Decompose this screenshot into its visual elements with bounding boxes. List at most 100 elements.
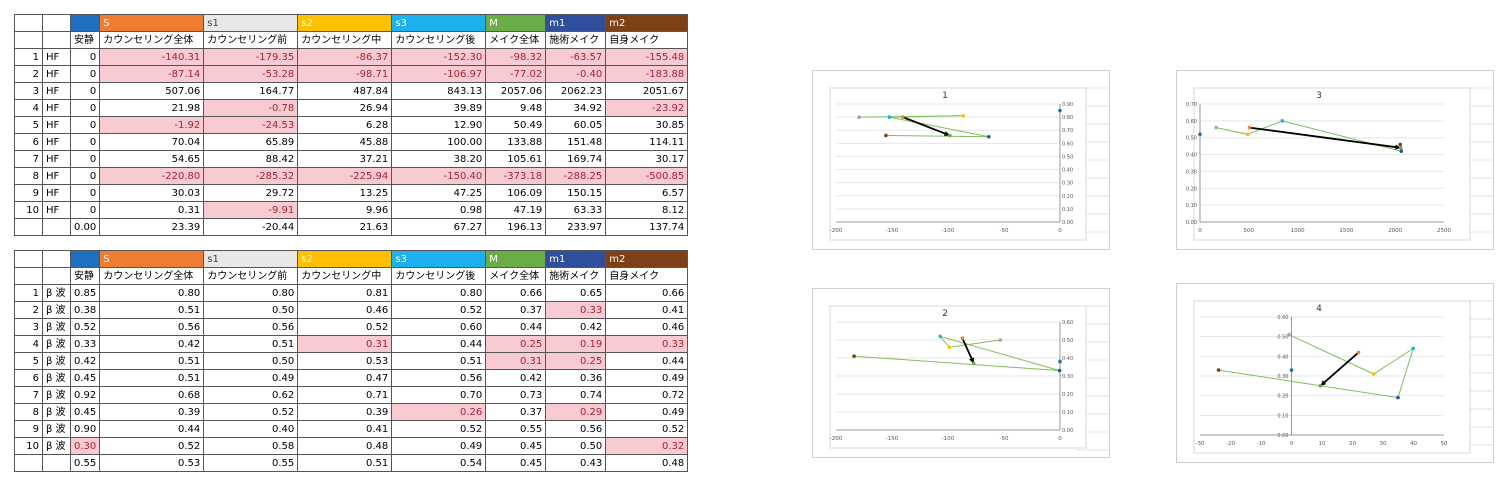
summary-cell: 0.00: [69, 218, 101, 236]
trend-arrow: [1249, 126, 1401, 149]
value-cell: 0.39: [297, 403, 393, 421]
value-cell: 106.09: [485, 184, 547, 202]
value-cell: -155.48: [605, 48, 689, 66]
y-tick-label: 0.20: [1062, 194, 1073, 200]
summary-cell: 0.48: [605, 454, 689, 472]
data-point: [884, 133, 888, 138]
data-point: [1398, 142, 1403, 147]
data-point: [971, 361, 976, 366]
y-tick-label: 0.30: [1062, 374, 1073, 380]
trend-arrow-head: [1395, 144, 1401, 150]
table-row: 5 HF 0 -1.92 -24.53 6.28 12.90 50.49 60.05 30.85: [14, 116, 689, 134]
row-label: HF: [42, 65, 71, 83]
value-cell: 39.89: [391, 99, 487, 117]
column-label: 安静: [69, 267, 101, 285]
table-row: 1 HF 0 -140.31 -179.35 -86.37 -152.30 -98.32 -63…: [14, 48, 689, 66]
value-cell: 114.11: [605, 133, 689, 151]
data-point: [1399, 149, 1404, 153]
value-cell: 0.40: [203, 420, 299, 438]
value-cell: 0.66: [605, 284, 689, 302]
x-tick-label: 50: [1441, 441, 1448, 447]
value-cell: -183.88: [605, 65, 689, 83]
y-tick-label: 0.20: [1062, 392, 1073, 398]
column-label: メイク全体: [485, 267, 547, 285]
data-point: [1398, 146, 1403, 150]
value-cell: 0.73: [485, 386, 547, 404]
x-tick-label: 0: [1290, 441, 1294, 447]
value-cell: 0.52: [297, 318, 393, 336]
value-cell: 0: [69, 184, 101, 202]
value-cell: 150.15: [545, 184, 607, 202]
value-cell: 0.52: [99, 437, 205, 455]
value-cell: -9.91: [203, 201, 299, 219]
x-tick-label: 0: [1058, 228, 1062, 234]
value-cell: 0.74: [545, 386, 607, 404]
value-cell: 0.51: [99, 369, 205, 387]
value-cell: -500.85: [605, 167, 689, 185]
data-point: [1058, 359, 1062, 364]
value-cell: 0.42: [485, 369, 547, 387]
header-letter: s3: [391, 14, 487, 32]
y-tick-label: 0.10: [1277, 413, 1288, 419]
value-cell: 0.49: [391, 437, 487, 455]
x-tick-label: 30: [1380, 441, 1387, 447]
value-cell: -98.32: [485, 48, 547, 66]
value-cell: 0: [69, 82, 101, 100]
value-cell: -98.71: [297, 65, 393, 83]
scatter-chart-4: 0.00 0.10 0.20 0.30 0.40 0.50 0.60 -30 -20 -10 0 10…: [1176, 283, 1494, 463]
value-cell: 0.56: [99, 318, 205, 336]
header-letter: [69, 250, 101, 268]
table-row: 10 HF 0 0.31 -9.91 9.96 0.98 47.19 63.33 8.12: [14, 201, 689, 219]
value-cell: 9.48: [485, 99, 547, 117]
x-tick-label: -50: [1000, 228, 1009, 234]
summary-cell: 0.55: [203, 454, 299, 472]
data-point: [947, 345, 952, 349]
value-cell: 63.33: [545, 201, 607, 219]
table-row: 6 HF 0 70.04 65.89 45.88 100.00 133.88 151.48 114…: [14, 133, 689, 151]
y-tick-label: 0.30: [1186, 169, 1197, 175]
column-label: カウンセリング前: [203, 31, 299, 49]
value-cell: -225.94: [297, 167, 393, 185]
row-label: β 波: [42, 403, 71, 421]
x-tick-label: 0: [1198, 228, 1202, 234]
value-cell: 0.60: [391, 318, 487, 336]
y-tick-label: 0.10: [1062, 410, 1073, 416]
value-cell: 6.57: [605, 184, 689, 202]
value-cell: 0.51: [391, 352, 487, 370]
value-cell: 0.51: [99, 352, 205, 370]
row-number: 5: [14, 116, 43, 134]
value-cell: 0.49: [203, 369, 299, 387]
value-cell: -23.92: [605, 99, 689, 117]
y-tick-label: 0.30: [1062, 181, 1073, 187]
x-tick-label: 40: [1410, 441, 1417, 447]
value-cell: 0.49: [605, 369, 689, 387]
blank-cell: [14, 218, 43, 236]
value-cell: 2062.23: [545, 82, 607, 100]
value-cell: -63.57: [545, 48, 607, 66]
value-cell: 0.50: [203, 301, 299, 319]
value-cell: 0.31: [99, 201, 205, 219]
chart-title: 1: [942, 91, 948, 101]
row-number: 2: [14, 301, 43, 319]
summary-cell: 0.45: [485, 454, 547, 472]
value-cell: 0.85: [69, 284, 101, 302]
row-label: HF: [42, 150, 71, 168]
data-point: [857, 115, 861, 119]
table-row: 10 β 波 0.30 0.52 0.58 0.48 0.49 0.45 0.50 0.32: [14, 437, 689, 455]
x-tick-label: -100: [942, 228, 955, 234]
value-cell: 45.88: [297, 133, 393, 151]
column-label: 自身メイク: [605, 31, 689, 49]
y-tick-label: 0.60: [1186, 119, 1197, 125]
value-cell: 0.55: [485, 420, 547, 438]
value-cell: 0.44: [485, 318, 547, 336]
value-cell: 0: [69, 65, 101, 83]
plot-area: [1193, 300, 1471, 454]
value-cell: 843.13: [391, 82, 487, 100]
row-number: 10: [14, 201, 43, 219]
value-cell: 50.49: [485, 116, 547, 134]
value-cell: 0.42: [99, 335, 205, 353]
value-cell: 30.03: [99, 184, 205, 202]
data-point: [1245, 132, 1250, 137]
